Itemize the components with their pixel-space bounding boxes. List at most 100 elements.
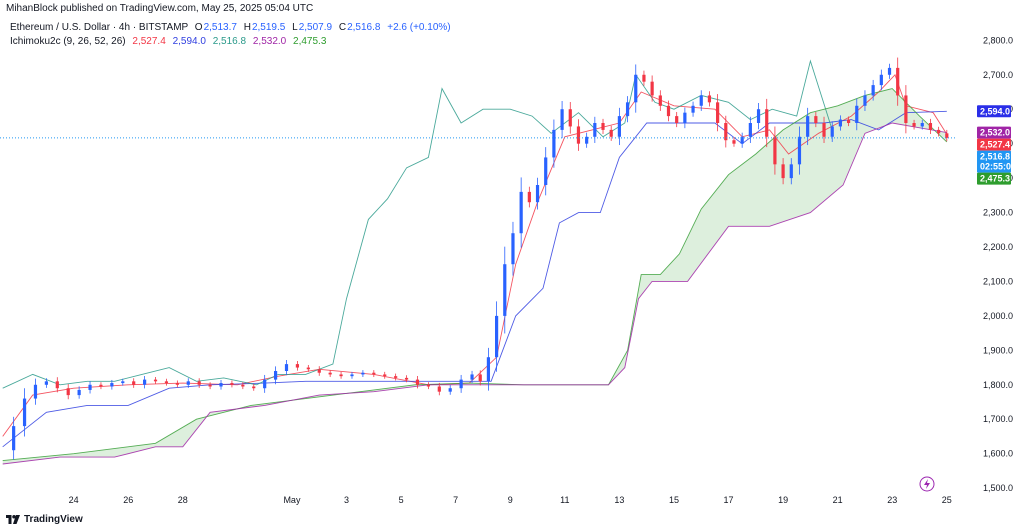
price-tag: 2,527.4 xyxy=(977,138,1011,151)
candle xyxy=(44,378,48,388)
candle xyxy=(219,379,223,390)
candle xyxy=(55,377,59,393)
candle xyxy=(12,416,16,460)
candle-body xyxy=(855,105,859,123)
candle xyxy=(186,378,190,388)
candle xyxy=(830,121,834,142)
candle-body xyxy=(838,119,842,127)
indicator-value-senkou-b: 2,532.0 xyxy=(252,36,287,47)
candle xyxy=(748,116,752,143)
candle-body xyxy=(437,386,441,392)
price-tag-label: 2,475.3 xyxy=(980,174,1010,184)
candle-body xyxy=(350,374,354,377)
candle xyxy=(22,388,27,437)
candle-body xyxy=(634,74,638,103)
candle xyxy=(781,158,785,185)
candle-body xyxy=(773,136,777,165)
candle-body xyxy=(22,398,27,427)
candle-body xyxy=(568,109,572,127)
candle-body xyxy=(132,381,136,385)
candle-body xyxy=(814,116,818,123)
candle xyxy=(593,116,597,143)
candle-body xyxy=(781,164,785,179)
candle-body xyxy=(937,129,941,134)
candle-body xyxy=(871,85,875,96)
candle-body xyxy=(519,191,523,234)
candle-body xyxy=(317,369,321,373)
candle-body xyxy=(415,379,420,385)
candle-body xyxy=(576,126,581,144)
price-tag-box xyxy=(977,138,1011,151)
x-tick-label: 15 xyxy=(669,495,679,505)
candle xyxy=(175,380,179,388)
candle-body xyxy=(806,116,810,137)
x-tick-label: 26 xyxy=(123,495,133,505)
candle-body xyxy=(503,264,507,316)
indicator-value-chikou: 2,516.8 xyxy=(212,36,247,47)
candle-body xyxy=(478,374,482,382)
candle xyxy=(470,370,474,384)
symbol-name[interactable]: Ethereum / U.S. Dollar · 4h · BITSTAMP xyxy=(10,22,189,33)
candle xyxy=(846,116,851,127)
candle-body xyxy=(306,367,310,370)
candle xyxy=(625,96,630,123)
candle xyxy=(871,79,875,101)
ohlc-change: +2.6 (+0.10%) xyxy=(387,22,451,33)
candle xyxy=(920,119,924,130)
candle-body xyxy=(830,126,834,137)
y-tick-label: 1,800.0 xyxy=(983,380,1013,390)
tradingview-logo-icon xyxy=(6,515,20,524)
candle xyxy=(904,85,908,134)
candle xyxy=(814,111,818,128)
candle xyxy=(675,111,679,128)
series-line-senkou-a xyxy=(2,88,948,462)
candle xyxy=(284,359,289,376)
candle xyxy=(306,364,310,372)
publisher-line: MihanBlock published on TradingView.com,… xyxy=(6,3,314,14)
ohlc-close-key: C xyxy=(338,22,347,33)
candle xyxy=(263,374,267,393)
candle-body xyxy=(756,109,761,123)
price-tag: 2,532.0 xyxy=(977,126,1011,139)
candle-body xyxy=(219,383,223,387)
indicator-row: Ichimoku2c (9, 26, 52, 26) 2,527.4 2,594… xyxy=(10,35,451,49)
x-tick-label: 7 xyxy=(453,495,458,505)
candle xyxy=(855,98,859,131)
price-tag-box xyxy=(977,126,1011,139)
candle-body xyxy=(284,364,289,371)
candle-body xyxy=(920,123,924,127)
price-tag-label: 2,527.4 xyxy=(980,140,1010,150)
candle xyxy=(707,91,712,107)
price-tag-label: 2,532.0 xyxy=(980,128,1010,138)
candle-body xyxy=(175,383,179,385)
candle xyxy=(503,246,507,334)
candle xyxy=(328,370,332,378)
candle-body xyxy=(252,386,256,389)
x-tick-label: 13 xyxy=(614,495,624,505)
indicator-name[interactable]: Ichimoku2c (9, 26, 52, 26) xyxy=(10,36,126,47)
lightning-icon[interactable] xyxy=(919,476,935,492)
candle-body xyxy=(197,381,201,385)
candle-body xyxy=(394,376,398,378)
candle xyxy=(132,378,136,388)
candle xyxy=(937,126,941,137)
ichimoku-cloud xyxy=(2,88,947,465)
candle xyxy=(699,90,703,111)
candle xyxy=(642,70,646,86)
candle-body xyxy=(470,374,474,380)
candle-body xyxy=(593,123,597,137)
candle xyxy=(459,374,463,393)
candle xyxy=(568,101,572,134)
candle xyxy=(197,378,201,388)
price-tag-label: 2,594.0 xyxy=(980,106,1010,116)
candle xyxy=(928,118,933,135)
candle-body xyxy=(535,185,540,203)
candle xyxy=(896,57,900,106)
candle-body xyxy=(511,233,515,265)
candle xyxy=(691,101,695,117)
tradingview-brand[interactable]: TradingView xyxy=(6,514,83,525)
candle xyxy=(806,107,810,146)
candle xyxy=(495,301,499,372)
candle xyxy=(879,69,883,91)
